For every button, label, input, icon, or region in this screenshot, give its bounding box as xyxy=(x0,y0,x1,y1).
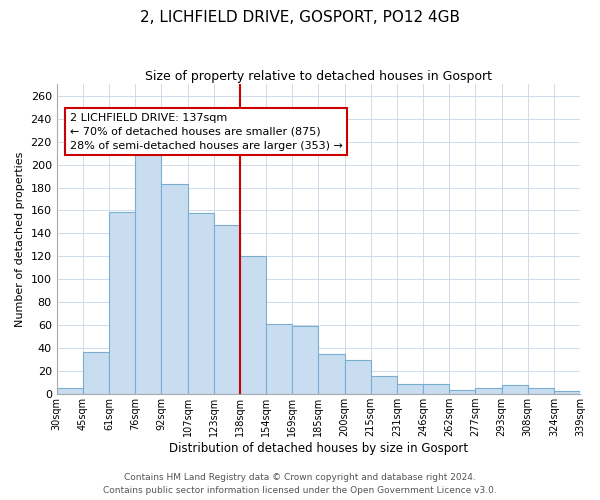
Text: 2, LICHFIELD DRIVE, GOSPORT, PO12 4GB: 2, LICHFIELD DRIVE, GOSPORT, PO12 4GB xyxy=(140,10,460,25)
Bar xyxy=(502,385,527,394)
Bar xyxy=(56,388,83,394)
Bar xyxy=(109,212,135,394)
Bar xyxy=(475,388,502,394)
Bar xyxy=(240,256,266,394)
Bar xyxy=(423,384,449,394)
Bar xyxy=(187,213,214,394)
Bar xyxy=(449,390,475,394)
Bar xyxy=(214,226,240,394)
Bar xyxy=(397,384,423,394)
Bar xyxy=(527,388,554,394)
Bar xyxy=(83,352,109,394)
Text: 2 LICHFIELD DRIVE: 137sqm
← 70% of detached houses are smaller (875)
28% of semi: 2 LICHFIELD DRIVE: 137sqm ← 70% of detac… xyxy=(70,113,343,151)
Y-axis label: Number of detached properties: Number of detached properties xyxy=(15,152,25,327)
Bar xyxy=(135,142,161,394)
Title: Size of property relative to detached houses in Gosport: Size of property relative to detached ho… xyxy=(145,70,492,83)
Bar xyxy=(161,184,187,394)
X-axis label: Distribution of detached houses by size in Gosport: Distribution of detached houses by size … xyxy=(169,442,468,455)
Bar xyxy=(371,376,397,394)
Bar xyxy=(554,390,580,394)
Bar xyxy=(266,324,292,394)
Bar xyxy=(292,326,319,394)
Bar xyxy=(344,360,371,394)
Bar xyxy=(319,354,344,394)
Text: Contains HM Land Registry data © Crown copyright and database right 2024.
Contai: Contains HM Land Registry data © Crown c… xyxy=(103,474,497,495)
